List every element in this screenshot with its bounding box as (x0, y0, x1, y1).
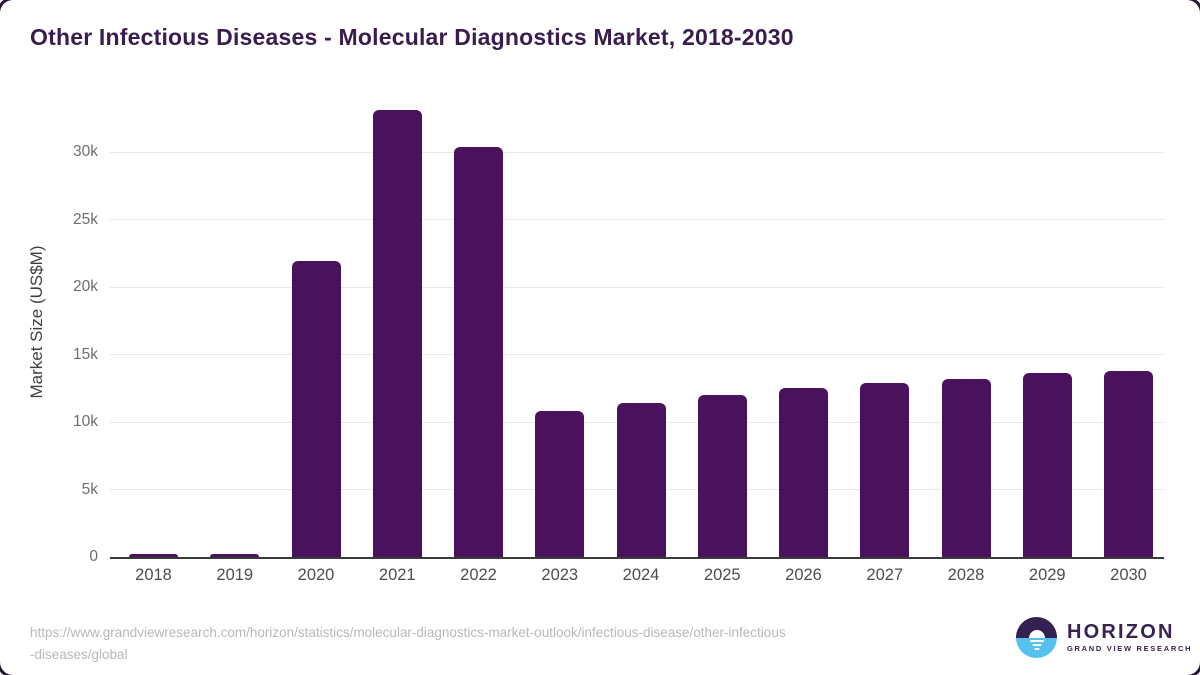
logo-reflection-line (1032, 644, 1041, 646)
bar-2020[interactable] (291, 261, 341, 557)
logo-sky-half (1016, 617, 1057, 638)
y-tick-label: 15k (73, 345, 98, 363)
y-axis-title: Market Size (US$M) (27, 245, 46, 399)
bar-2028[interactable] (941, 378, 991, 557)
gridline-15k (110, 354, 1164, 355)
horizon-logo: HORIZON GRAND VIEW RESEARCH (1016, 617, 1192, 658)
bar-2018[interactable] (129, 554, 178, 557)
bar-2024[interactable] (616, 403, 666, 557)
logo-subtitle: GRAND VIEW RESEARCH (1067, 644, 1193, 653)
y-tick-label: 0 (89, 548, 98, 565)
bar-2021[interactable] (372, 110, 422, 557)
gridline-20k (110, 286, 1164, 288)
bar-2022[interactable] (454, 146, 503, 557)
bar-2023[interactable] (535, 411, 585, 557)
x-tick-label: 2028 (947, 566, 985, 584)
y-tick-label: 30k (73, 143, 98, 160)
logo-reflection-line (1034, 648, 1039, 650)
gridline-30k (110, 151, 1164, 153)
x-tick-label: 2021 (378, 566, 416, 584)
bar-2027[interactable] (860, 382, 910, 557)
x-tick-label: 2018 (135, 566, 172, 584)
x-tick-label: 2030 (1110, 566, 1147, 584)
frame-corner-top-left (0, 0, 18, 18)
x-tick-label: 2019 (216, 566, 254, 584)
x-tick-label: 2025 (703, 566, 741, 584)
x-tick-label: 2026 (785, 566, 822, 584)
x-axis-line (110, 556, 1164, 559)
bar-2025[interactable] (697, 395, 747, 557)
y-tick-label: 20k (73, 278, 98, 295)
gridline-25k (110, 219, 1164, 220)
source-url-line2: -diseases/global (30, 647, 128, 662)
source-url-line1: https://www.grandviewresearch.com/horizo… (30, 625, 786, 640)
y-tick-label: 5k (81, 480, 98, 498)
x-tick-label: 2020 (297, 566, 335, 584)
frame-corner-bottom-left (0, 657, 18, 675)
logo-text: HORIZON GRAND VIEW RESEARCH (1067, 622, 1192, 653)
logo-sun (1028, 629, 1045, 638)
logo-reflection-line (1029, 640, 1044, 642)
source-url: https://www.grandviewresearch.com/horizo… (30, 622, 960, 666)
bar-2026[interactable] (779, 388, 828, 557)
frame-corner-top-right (1182, 0, 1200, 18)
x-tick-label: 2022 (460, 566, 497, 584)
logo-title: HORIZON (1067, 621, 1175, 643)
chart-title: Other Infectious Diseases - Molecular Di… (30, 24, 794, 50)
x-tick-label: 2024 (622, 566, 660, 584)
bar-2030[interactable] (1104, 370, 1153, 557)
x-tick-label: 2023 (541, 566, 579, 584)
y-tick-label: 10k (73, 413, 98, 430)
logo-sea-half (1016, 637, 1057, 658)
bar-2029[interactable] (1022, 373, 1072, 557)
x-tick-label: 2029 (1028, 566, 1066, 584)
x-tick-label: 2027 (866, 566, 904, 584)
y-tick-label: 25k (73, 210, 98, 228)
bar-2019[interactable] (210, 554, 260, 557)
horizon-sunset-icon (1016, 617, 1057, 658)
frame-corner-bottom-right (1182, 657, 1200, 675)
